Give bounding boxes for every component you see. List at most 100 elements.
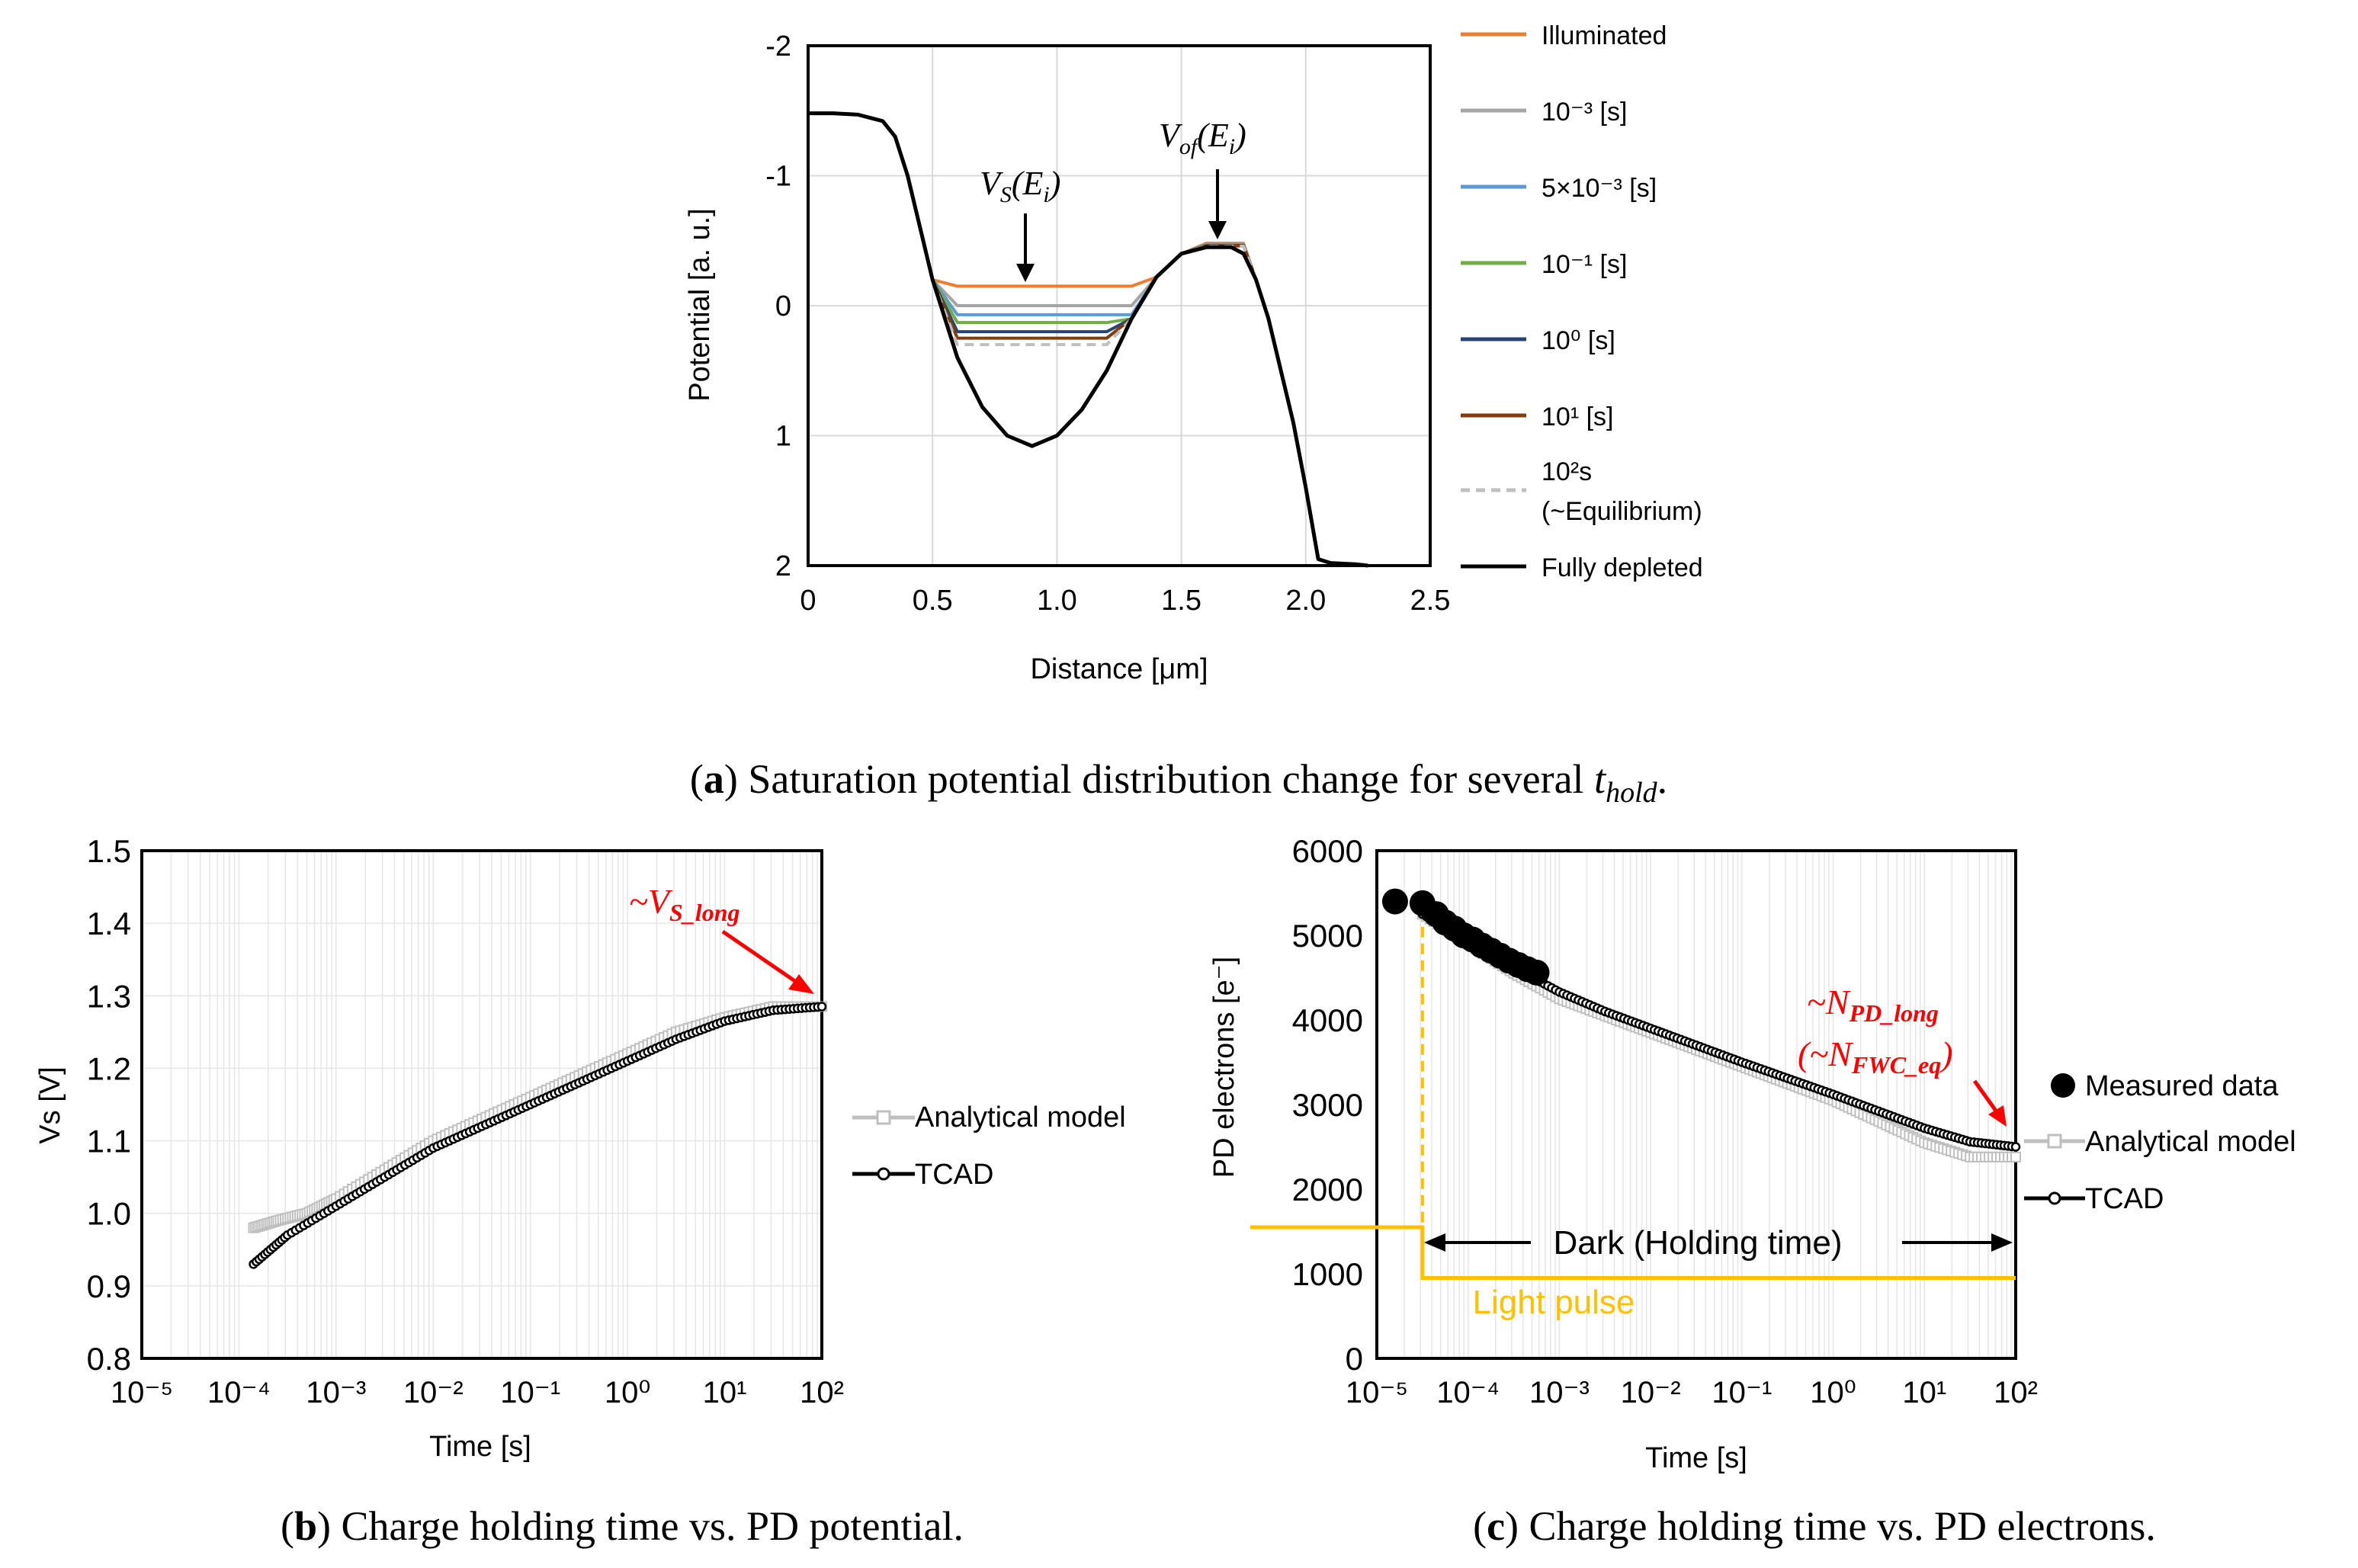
- legend-item-illuminated: Illuminated: [1461, 21, 1667, 50]
- panel-b-chart: 10⁻⁵ 10⁻⁴ 10⁻³ 10⁻² 10⁻¹ 10⁰ 10¹ 10² 0.8 0.9 1.0 1…: [34, 833, 1126, 1463]
- legend-label-fully-depleted: Fully depleted: [1542, 553, 1703, 582]
- panel-a-y-tick-label: -1: [765, 161, 791, 193]
- legend-label-1e-1: 10⁻¹ [s]: [1542, 250, 1627, 279]
- legend-c-analytical-marker: [2047, 1134, 2062, 1149]
- legend-label-5e-3: 5×10⁻³ [s]: [1542, 174, 1657, 203]
- vs-long-arrow-head: [788, 974, 814, 994]
- panel-c-measured-point: [1381, 888, 1408, 915]
- panel-b-gridlines: [141, 850, 822, 1359]
- dark-arrow-right-head: [1991, 1233, 2013, 1252]
- panel-b-x-tick-label: 10⁰: [605, 1376, 651, 1409]
- legend-b-tcad: TCAD: [852, 1159, 993, 1191]
- panel-b-x-tick-label: 10⁻⁴: [207, 1376, 271, 1409]
- panel-a-y-axis-label: Potential [a. u.]: [684, 208, 716, 402]
- panel-b-y-tick-label: 1.1: [87, 1124, 131, 1159]
- caption-b: (b) Charge holding time vs. PD potential…: [281, 1503, 964, 1549]
- panel-c-y-ticks: 0 1000 2000 3000 4000 5000 6000: [1292, 833, 1363, 1377]
- legend-c-tcad: TCAD: [2024, 1183, 2164, 1215]
- panel-c-y-tick-label: 4000: [1292, 1002, 1363, 1038]
- dark-arrow-left-head: [1424, 1233, 1445, 1252]
- caption-c: (c) Charge holding time vs. PD electrons…: [1473, 1503, 2156, 1549]
- panel-c-plot-frame: [1375, 849, 2017, 1360]
- legend-item-1e-1: 10⁻¹ [s]: [1461, 250, 1627, 279]
- panel-b-y-tick-label: 0.9: [87, 1268, 131, 1304]
- caption-a: (a) Saturation potential distribution ch…: [690, 756, 1667, 809]
- light-pulse-label: Light pulse: [1473, 1284, 1635, 1321]
- legend-label-1e-3: 10⁻³ [s]: [1542, 98, 1627, 127]
- legend-c-analytical-label: Analytical model: [2085, 1126, 2296, 1158]
- panel-c-y-tick-label: 2000: [1292, 1172, 1363, 1207]
- panel-c-y-tick-label: 5000: [1292, 918, 1363, 954]
- panel-a-chart: 0 0.5 1.0 1.5 2.0 2.5 -2 -1 0 1 2 Distance [μm] P…: [684, 21, 1703, 685]
- panel-b-series: [248, 1001, 827, 1269]
- legend-label-equilibrium: 10²s: [1542, 457, 1592, 486]
- panel-b-x-tick-label: 10⁻¹: [500, 1376, 560, 1409]
- panel-c-y-tick-label: 0: [1346, 1341, 1363, 1377]
- panel-b-x-tick-label: 10²: [800, 1376, 844, 1409]
- panel-c-x-tick-label: 10¹: [1902, 1376, 1946, 1409]
- panel-c-annotation: ~NPD_long (~NFWC_eq): [1798, 983, 2007, 1127]
- panel-b-tcad-point: [816, 1002, 827, 1012]
- panel-c-x-tick-label: 10⁰: [1810, 1376, 1856, 1409]
- panel-b-x-axis-label: Time [s]: [429, 1431, 531, 1463]
- panel-c-x-tick-label: 10⁻¹: [1712, 1376, 1772, 1409]
- legend-label-1e0: 10⁰ [s]: [1542, 326, 1615, 355]
- panel-a-x-tick-label: 1.5: [1161, 585, 1201, 617]
- panel-a-x-tick-label: 0.5: [913, 585, 953, 617]
- legend-b-analytical-label: Analytical model: [915, 1101, 1126, 1134]
- panel-b-x-tick-label: 10⁻⁵: [111, 1376, 173, 1409]
- legend-label-illuminated: Illuminated: [1542, 21, 1667, 50]
- legend-c-tcad-label: TCAD: [2085, 1183, 2164, 1215]
- legend-c-measured-marker: [2051, 1073, 2075, 1098]
- panel-b-y-tick-label: 1.3: [87, 978, 131, 1014]
- panel-c-y-tick-label: 6000: [1292, 833, 1363, 869]
- panel-a-legend: Illuminated 10⁻³ [s] 5×10⁻³ [s] 10⁻¹ [s]…: [1461, 21, 1703, 582]
- legend-item-1e0: 10⁰ [s]: [1461, 326, 1615, 355]
- panel-a-x-tick-label: 0: [800, 585, 816, 617]
- dark-holding-annotation: Dark (Holding time): [1424, 1224, 2013, 1262]
- panel-a-x-tick-label: 2.5: [1410, 585, 1451, 617]
- panel-c-tcad-point: [2010, 1142, 2021, 1152]
- panel-c-legend: Measured data Analytical model TCAD: [2024, 1070, 2296, 1215]
- panel-c-x-tick-label: 10⁻⁵: [1346, 1376, 1408, 1409]
- legend-item-5e-3: 5×10⁻³ [s]: [1461, 174, 1657, 203]
- panel-a-annotation-vs: VS(Ei): [980, 165, 1060, 282]
- panel-a-x-tick-label: 2.0: [1285, 585, 1326, 617]
- panel-a-y-ticks: -2 -1 0 1 2: [765, 30, 791, 582]
- legend-item-fully-depleted: Fully depleted: [1461, 553, 1703, 582]
- nfwc-eq-annotation-text: (~NFWC_eq): [1798, 1034, 1953, 1079]
- panel-c-light-pulse: [1250, 909, 2016, 1281]
- panel-b-plot-frame: [140, 849, 823, 1360]
- panel-a-y-tick-label: 0: [775, 290, 791, 322]
- legend-b-tcad-marker: [877, 1167, 890, 1181]
- panel-c-x-ticks: 10⁻⁵ 10⁻⁴ 10⁻³ 10⁻² 10⁻¹ 10⁰ 10¹ 10²: [1346, 1376, 2038, 1409]
- panel-b-annotation: ~VS_long: [629, 882, 814, 994]
- panel-c-series: [1381, 888, 2021, 1162]
- npd-long-annotation-text: ~NPD_long: [1807, 983, 1939, 1027]
- panel-b-y-tick-label: 1.5: [87, 833, 131, 869]
- vs-long-annotation-text: ~VS_long: [629, 882, 739, 926]
- panel-a-series-line: [808, 111, 1368, 568]
- panel-c-y-tick-label: 1000: [1292, 1256, 1363, 1292]
- panel-c-x-tick-label: 10⁻⁴: [1436, 1376, 1500, 1409]
- dark-holding-label: Dark (Holding time): [1554, 1224, 1843, 1262]
- vs-arrow-head: [1016, 264, 1035, 282]
- panel-a-annotation-vof: Vof(Ei): [1159, 117, 1246, 239]
- panel-a-x-axis-label: Distance [μm]: [1030, 653, 1208, 685]
- legend-c-tcad-marker: [2048, 1191, 2061, 1205]
- legend-item-1e1: 10¹ [s]: [1461, 402, 1613, 431]
- panel-c-chart: 10⁻⁵ 10⁻⁴ 10⁻³ 10⁻² 10⁻¹ 10⁰ 10¹ 10² 0 1000 2000 3…: [1208, 833, 2296, 1474]
- panel-a-y-tick-label: 2: [775, 550, 791, 582]
- vs-annotation-text: VS(Ei): [980, 165, 1060, 207]
- panel-c-measured-point: [1523, 959, 1550, 986]
- panel-b-x-tick-label: 10¹: [703, 1376, 747, 1409]
- panel-b-legend: Analytical model TCAD: [852, 1101, 1126, 1191]
- panel-a-x-tick-label: 1.0: [1037, 585, 1077, 617]
- panel-b-series-line: [252, 1005, 823, 1265]
- light-pulse-step-line: [1250, 1225, 2016, 1281]
- panel-c-x-axis-label: Time [s]: [1645, 1442, 1747, 1474]
- legend-c-analytical: Analytical model: [2024, 1126, 2296, 1158]
- panel-b-y-tick-label: 1.4: [87, 906, 131, 941]
- panel-b-y-ticks: 0.8 0.9 1.0 1.1 1.2 1.3 1.4 1.5: [87, 833, 131, 1377]
- panel-a-x-ticks: 0 0.5 1.0 1.5 2.0 2.5: [800, 585, 1450, 617]
